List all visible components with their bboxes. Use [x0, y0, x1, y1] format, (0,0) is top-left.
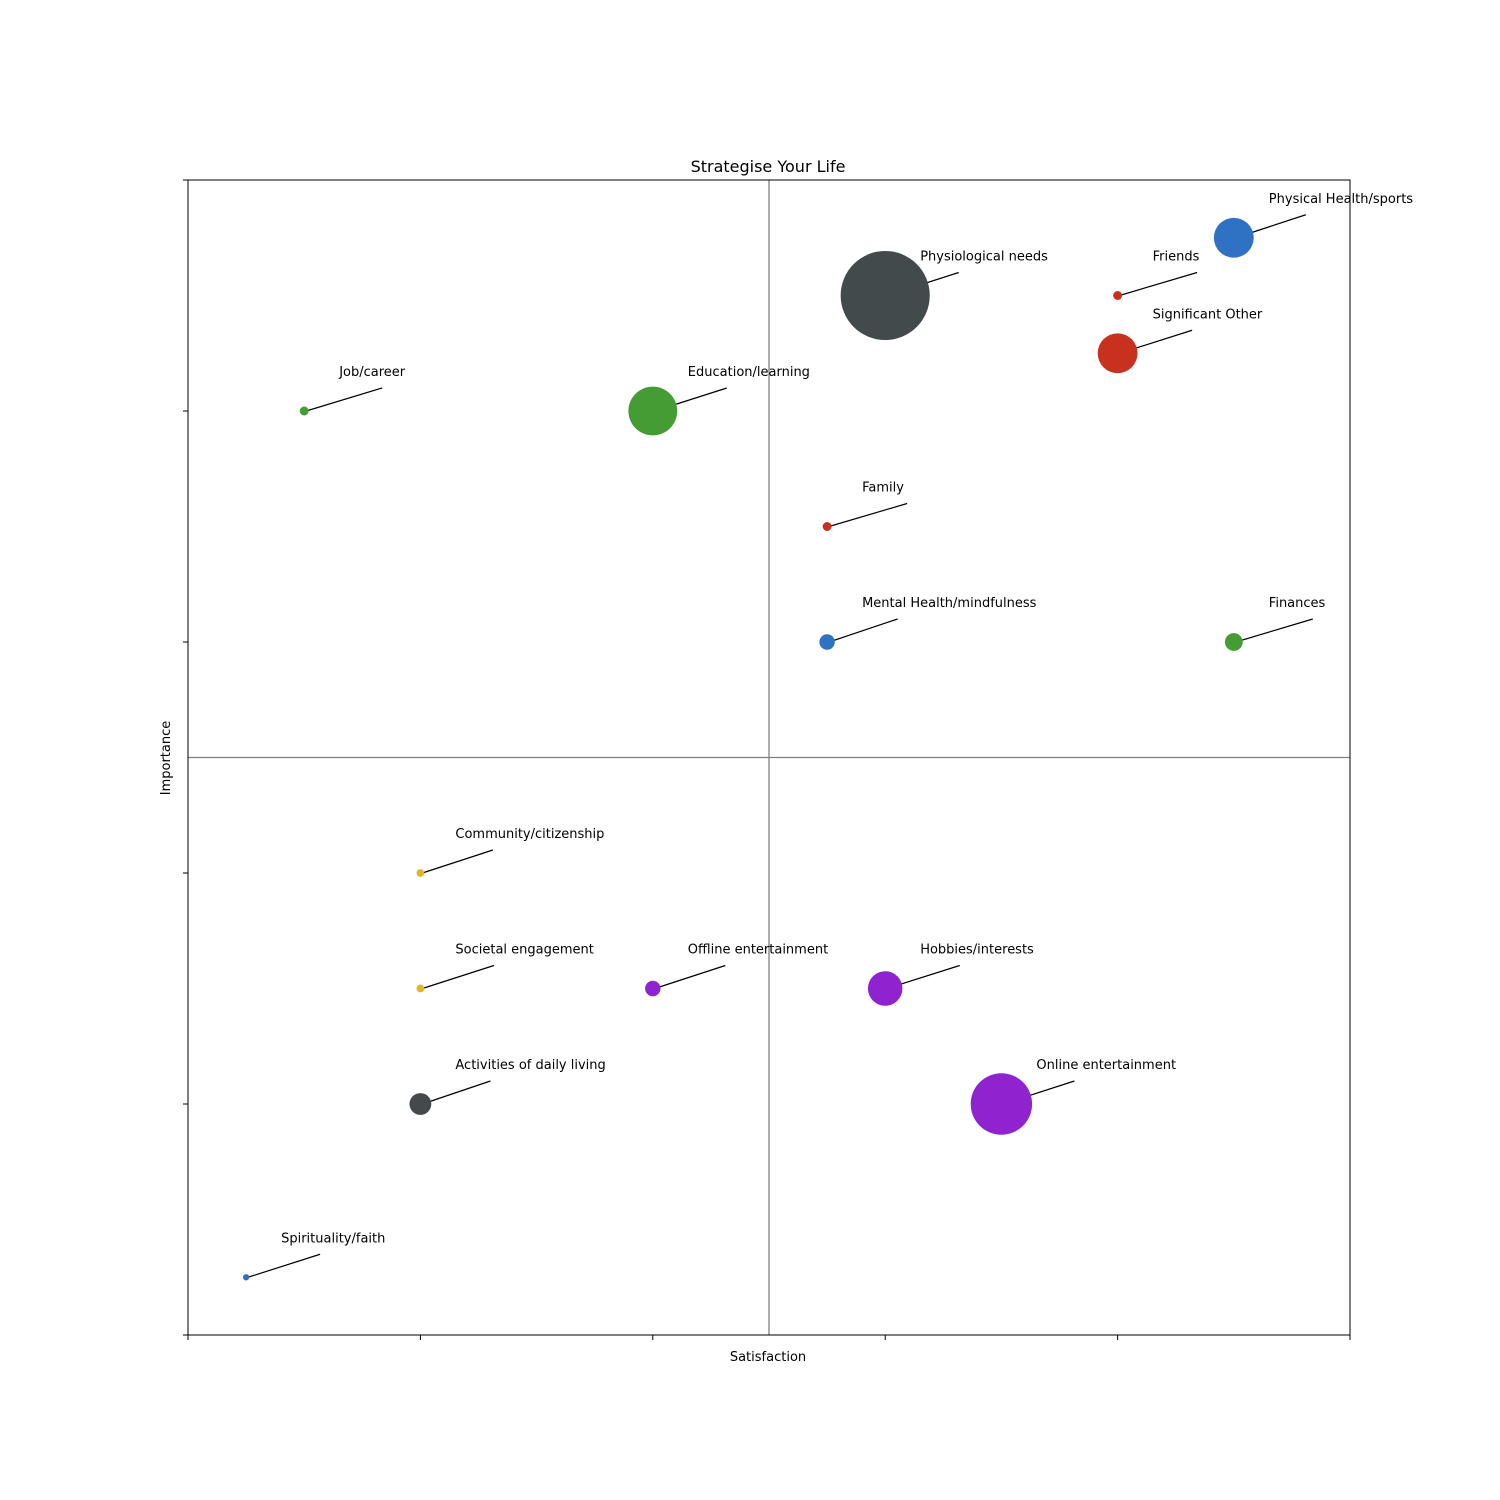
point-label: Hobbies/interests: [920, 943, 1034, 958]
data-points: [242, 217, 1254, 1281]
data-point: [645, 980, 661, 997]
point-label: Community/citizenship: [455, 827, 604, 842]
data-point: [416, 984, 425, 993]
point-label: Online entertainment: [1036, 1058, 1176, 1073]
point-label: Physiological needs: [920, 250, 1048, 265]
point-label: Activities of daily living: [455, 1058, 605, 1073]
data-point: [1224, 633, 1243, 651]
point-label: Education/learning: [688, 365, 810, 380]
axis-ticks: [183, 179, 1351, 1340]
data-point: [819, 634, 835, 650]
annotation-line: [306, 387, 383, 412]
data-point: [299, 406, 309, 416]
data-point: [1097, 333, 1138, 374]
data-point: [867, 971, 903, 1006]
data-point: [416, 869, 425, 877]
point-label: Family: [862, 481, 904, 496]
data-point: [409, 1093, 432, 1115]
point-label: Job/career: [338, 365, 406, 380]
point-labels: Physical Health/sports Physiological need…: [281, 192, 1413, 1247]
point-label: Finances: [1269, 596, 1326, 611]
chart-title: Strategise Your Life: [691, 157, 846, 176]
annotation-line: [654, 964, 726, 990]
point-label: Significant Other: [1153, 307, 1263, 322]
data-point: [970, 1073, 1033, 1135]
plot-frame-rect: [187, 179, 1351, 1336]
point-label: Spirituality/faith: [281, 1231, 385, 1246]
data-point: [242, 1274, 250, 1281]
point-label: Friends: [1153, 250, 1200, 265]
annotation-line: [828, 618, 898, 643]
data-point: [1213, 217, 1254, 258]
x-axis-label: Satisfaction: [730, 1350, 806, 1365]
data-point: [822, 522, 832, 531]
point-label: Physical Health/sports: [1269, 192, 1414, 207]
annotation-line: [828, 502, 908, 528]
annotation-line: [247, 1253, 321, 1278]
point-label: Societal engagement: [455, 943, 593, 958]
annotation-line: [1235, 618, 1313, 643]
annotation-line: [422, 964, 495, 990]
point-label: Offline entertainment: [688, 943, 828, 958]
data-point: [1113, 291, 1123, 300]
annotation-line: [422, 1080, 491, 1105]
plot-frame: [187, 179, 1351, 1336]
data-point: [628, 386, 678, 436]
data-point: [840, 250, 930, 341]
annotation-line: [422, 849, 494, 874]
point-label: Mental Health/mindfulness: [862, 596, 1037, 611]
annotation-line: [1119, 271, 1198, 297]
y-axis-label: Importance: [159, 721, 174, 796]
quadrant-lines: [188, 180, 1350, 1335]
